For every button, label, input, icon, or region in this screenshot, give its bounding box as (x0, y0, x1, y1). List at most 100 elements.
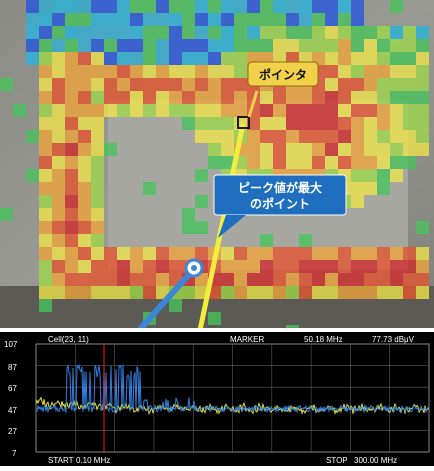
heatmap-cell (260, 260, 273, 273)
heatmap-cell (351, 13, 364, 26)
heatmap-cell (78, 13, 91, 26)
heatmap-cell (338, 91, 351, 104)
peak-target-center (191, 265, 197, 271)
heatmap-cell (221, 26, 234, 39)
heatmap-cell (221, 0, 234, 13)
heatmap-cell (91, 130, 104, 143)
heatmap-cell (156, 52, 169, 65)
heatmap-cell (143, 26, 156, 39)
heatmap-cell (325, 156, 338, 169)
peak-bubble-tail (218, 215, 246, 238)
heatmap-cell (312, 143, 325, 156)
heatmap-cell (364, 91, 377, 104)
heatmap-cell (234, 13, 247, 26)
heatmap-cell (403, 117, 416, 130)
heatmap-cell (104, 65, 117, 78)
pointer-bubble (247, 61, 319, 87)
heatmap-cell (117, 39, 130, 52)
heatmap-cell (78, 169, 91, 182)
heatmap-cell (143, 286, 156, 299)
y-tick-107: 107 (4, 340, 18, 349)
heatmap-cell (325, 91, 338, 104)
heatmap-cell (286, 143, 299, 156)
heatmap-cell (351, 104, 364, 117)
heatmap-cell (299, 13, 312, 26)
heatmap-cell (65, 208, 78, 221)
heatmap-cell (91, 182, 104, 195)
heatmap-cell (143, 0, 156, 13)
heatmap-cell (377, 156, 390, 169)
heatmap-cell (286, 273, 299, 286)
heatmap-cell (78, 195, 91, 208)
heatmap-cell (273, 117, 286, 130)
heatmap-cell (195, 117, 208, 130)
heatmap-cell (299, 234, 312, 247)
heatmap-cell (143, 13, 156, 26)
heatmap-cell (104, 143, 117, 156)
heatmap-cell (104, 13, 117, 26)
heatmap-cell (377, 182, 390, 195)
heatmap-cell (0, 78, 13, 91)
heatmap-cell (364, 286, 377, 299)
heatmap-cell (104, 273, 117, 286)
heatmap-cell (65, 78, 78, 91)
heatmap-cell (273, 273, 286, 286)
heatmap-cell (143, 39, 156, 52)
heatmap-cell (286, 130, 299, 143)
heatmap-cell (39, 221, 52, 234)
heatmap-cell (91, 260, 104, 273)
heatmap-cell (221, 143, 234, 156)
heatmap-cell (221, 52, 234, 65)
heatmap-cell (156, 13, 169, 26)
stop-label: STOP (326, 456, 348, 465)
heatmap-cell (338, 0, 351, 13)
heatmap-cell (143, 104, 156, 117)
heatmap-cell (286, 104, 299, 117)
heatmap-cell (351, 65, 364, 78)
heatmap-cell (416, 78, 429, 91)
heatmap-cell (221, 65, 234, 78)
heatmap-cell (364, 143, 377, 156)
marker-frequency: 50.18 MHz (304, 335, 343, 344)
heatmap-cell (117, 247, 130, 260)
heatmap-cell (260, 91, 273, 104)
heatmap-cell (234, 273, 247, 286)
heatmap-cell (91, 156, 104, 169)
heatmap-cell (104, 91, 117, 104)
heatmap-cell (221, 39, 234, 52)
heatmap-cell (351, 169, 364, 182)
heatmap-cell (234, 0, 247, 13)
heatmap-cell (156, 78, 169, 91)
heatmap-cell (195, 65, 208, 78)
heatmap-cell (351, 286, 364, 299)
heatmap-cell (208, 156, 221, 169)
heatmap-cell (299, 0, 312, 13)
heatmap-cell (234, 247, 247, 260)
heatmap-cell (65, 273, 78, 286)
heatmap-cell (286, 325, 299, 338)
peak-label-line2: のポイント (250, 196, 310, 211)
heatmap-cell (338, 156, 351, 169)
heatmap-cell (208, 26, 221, 39)
heatmap-cell (26, 26, 39, 39)
heatmap-cell (364, 247, 377, 260)
heatmap-cell (195, 91, 208, 104)
heatmap-cell (260, 0, 273, 13)
heatmap-cell (234, 65, 247, 78)
heatmap-cell (52, 39, 65, 52)
heatmap-cell (364, 156, 377, 169)
heatmap-cell (156, 260, 169, 273)
heatmap-cell (156, 104, 169, 117)
heatmap-cell (65, 195, 78, 208)
heatmap-cell (182, 247, 195, 260)
heatmap-cell (130, 286, 143, 299)
heatmap-cell (195, 221, 208, 234)
heatmap-cell (39, 13, 52, 26)
heatmap-cell (39, 117, 52, 130)
heatmap-cell (416, 247, 429, 260)
heatmap-cell (0, 208, 13, 221)
heatmap-cell (104, 0, 117, 13)
heatmap-cell (351, 91, 364, 104)
heatmap-cell (117, 65, 130, 78)
heatmap-cell (325, 26, 338, 39)
